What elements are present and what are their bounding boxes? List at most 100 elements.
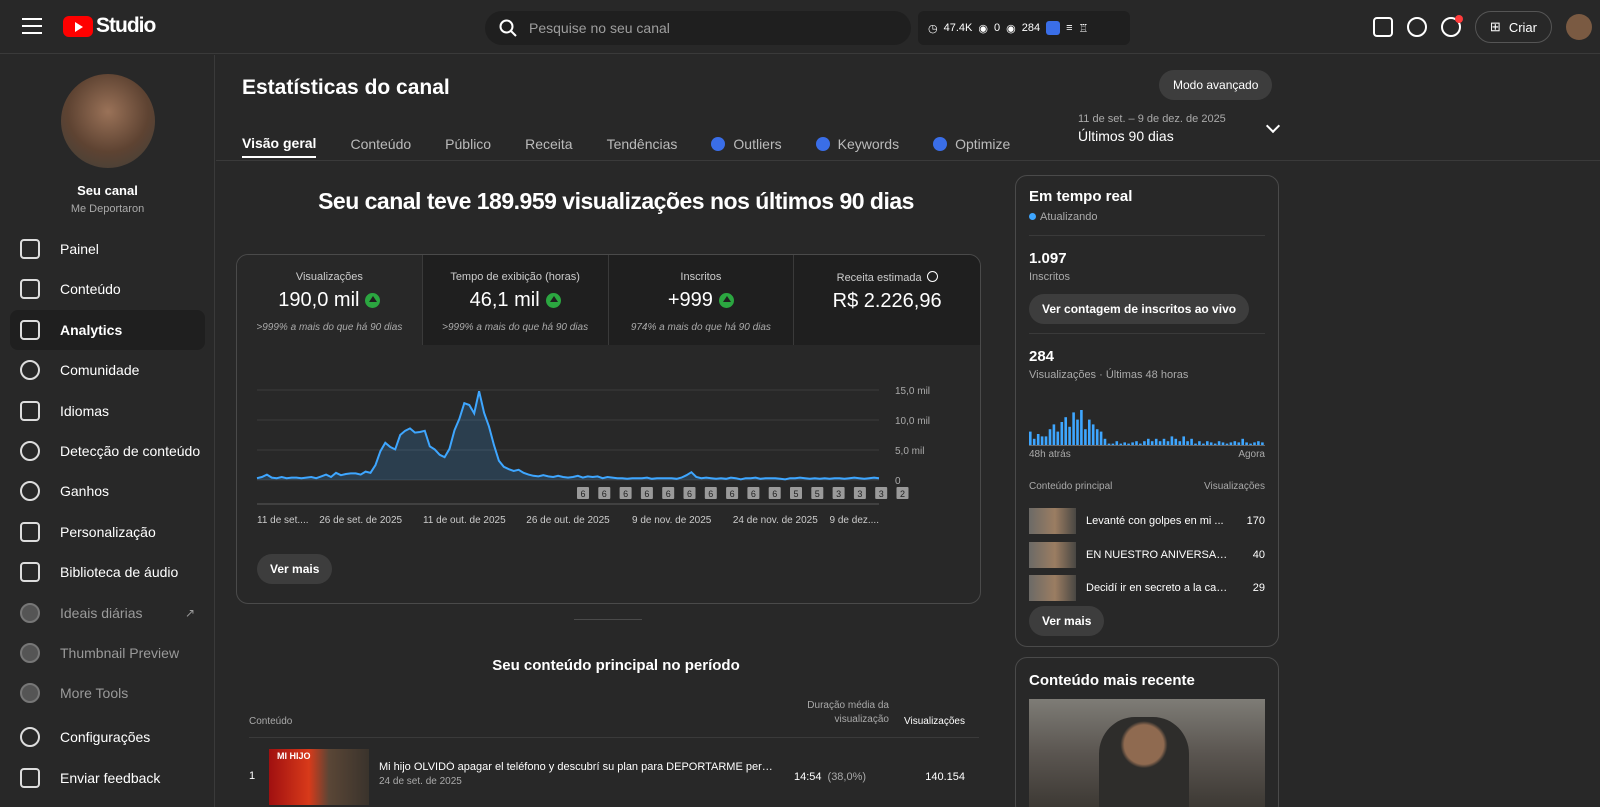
metric-label: Inscritos: [680, 271, 722, 283]
metric-views[interactable]: Visualizações 190,0 mil >999% a mais do …: [237, 255, 423, 345]
tab-tendencias[interactable]: Tendências: [606, 136, 678, 152]
axis-start-label: 48h atrás: [1029, 449, 1071, 460]
sidebar-item-thumbnail-preview[interactable]: Thumbnail Preview: [10, 633, 205, 673]
tab-receita[interactable]: Receita: [525, 136, 573, 152]
comments-icon[interactable]: [1372, 17, 1393, 37]
sidebar-item-label: Thumbnail Preview: [60, 644, 180, 661]
sidebar-item-label: Conteúdo: [60, 281, 121, 298]
account-avatar[interactable]: [1566, 14, 1592, 40]
live-dot-icon: [1029, 213, 1036, 220]
arrow-up-icon: [545, 293, 561, 308]
feedback-icon: [20, 767, 40, 788]
video-marker-count: 2: [900, 489, 905, 499]
notifications-icon[interactable]: [1440, 15, 1463, 37]
date-preset: Últimos 90 dias: [1078, 128, 1174, 144]
sidebar-item-ideias[interactable]: Ideais diárias ↗: [10, 593, 205, 633]
video-marker: [577, 487, 589, 499]
sidebar-item-idiomas[interactable]: Idiomas: [10, 391, 205, 431]
trophy-icon[interactable]: ♖: [1078, 22, 1089, 35]
video-thumbnail[interactable]: MI HIJO: [269, 749, 369, 805]
ext-views-a: 0: [993, 22, 1001, 34]
eye-icon: ◉: [1006, 22, 1016, 35]
recent-video-thumbnail[interactable]: [1029, 699, 1265, 807]
date-range-picker[interactable]: 11 de set. – 9 de dez. de 2025 Últimos 9…: [1078, 113, 1288, 144]
advanced-mode-button[interactable]: Modo avançado: [1159, 70, 1273, 100]
sidebar-item-ganhos[interactable]: Ganhos: [10, 471, 205, 511]
realtime-bar: [1147, 438, 1150, 446]
realtime-bar: [1072, 412, 1075, 446]
list-icon[interactable]: ≡: [1066, 22, 1073, 34]
video-marker-count: 6: [730, 489, 735, 499]
dashboard-icon: [20, 239, 40, 259]
vidiq-icon[interactable]: [1046, 21, 1061, 35]
video-plus-icon: ⊞: [1489, 19, 1501, 34]
realtime-bar: [1068, 426, 1071, 446]
metric-revenue[interactable]: Receita estimada R$ 2.226,96: [794, 255, 980, 345]
create-button[interactable]: ⊞ Criar: [1474, 11, 1552, 43]
see-more-button[interactable]: Ver mais: [257, 554, 333, 584]
list-item[interactable]: Levanté con golpes en mi ... 170: [1029, 508, 1265, 534]
realtime-subs-label: Inscritos: [1029, 271, 1070, 283]
sidebar-item-deteccao[interactable]: Detecção de conteúdo: [10, 431, 205, 471]
tab-keywords[interactable]: Keywords: [815, 130, 899, 158]
sidebar-item-conteudo[interactable]: Conteúdo: [10, 269, 205, 309]
metric-subscribers[interactable]: Inscritos +999 974% a mais do que há 90 …: [608, 255, 795, 345]
table-row[interactable]: 1 MI HIJO Mi hijo OLVIDÓ apagar el teléf…: [249, 743, 979, 805]
realtime-bar: [1150, 441, 1154, 446]
help-icon[interactable]: [1406, 17, 1427, 37]
sidebar-item-comunidade[interactable]: Comunidade: [10, 350, 205, 390]
search-input[interactable]: [529, 20, 869, 36]
studio-logo[interactable]: Studio: [63, 14, 156, 38]
tab-publico[interactable]: Público: [445, 136, 492, 152]
tab-visao-geral[interactable]: Visão geral: [242, 130, 317, 158]
metric-watch-time[interactable]: Tempo de exibição (horas) 46,1 mil >999%…: [422, 255, 609, 345]
search-bar[interactable]: [485, 11, 911, 45]
views-chart[interactable]: 15,0 mil 10,0 mil 5,0 mil 0 6 6 6 6 6 6 6 6 6 6 5 5 3 3 3 2…: [237, 345, 981, 545]
sidebar-item-feedback[interactable]: Enviar feedback: [10, 758, 205, 798]
realtime-bar: [1084, 429, 1087, 446]
sidebar-item-biblioteca[interactable]: Biblioteca de áudio: [10, 552, 205, 592]
list-item[interactable]: EN NUESTRO ANIVERSARIO... 40: [1029, 542, 1265, 568]
extension-stats-bar[interactable]: ◷ 47.4K ◉ 0 ◉ 284 ≡ ♖: [918, 11, 1130, 45]
video-marker-count: 6: [580, 489, 585, 499]
tab-optimize[interactable]: Optimize: [933, 130, 1010, 158]
thumbnail-person: [1099, 717, 1189, 807]
metric-label: Receita estimada: [836, 272, 922, 284]
realtime-status-label: Atualizando: [1040, 211, 1098, 223]
realtime-bar: [1095, 429, 1099, 446]
metric-value: R$ 2.226,96: [832, 290, 942, 312]
live-subs-button[interactable]: Ver contagem de inscritos ao vivo: [1029, 294, 1250, 324]
menu-icon[interactable]: [22, 18, 42, 34]
video-title: EN NUESTRO ANIVERSARIO...: [1086, 549, 1228, 561]
video-title[interactable]: Mi hijo OLVIDÓ apagar el teléfono y desc…: [379, 761, 774, 773]
sidebar-item-label: Painel: [60, 241, 99, 257]
realtime-bar-chart[interactable]: [1029, 410, 1265, 446]
video-marker: [853, 487, 866, 499]
sidebar-item-configuracoes[interactable]: Configurações: [10, 717, 205, 757]
y-tick-label: 15,0 mil: [895, 386, 930, 397]
channel-avatar[interactable]: [61, 74, 155, 168]
sidebar-item-painel[interactable]: Painel: [10, 229, 205, 269]
see-more-button[interactable]: Ver mais: [1029, 606, 1105, 636]
col-avg-duration[interactable]: Duração média da visualização: [807, 700, 889, 725]
video-marker: [768, 487, 781, 499]
sidebar-item-label: Ideais diárias: [60, 604, 143, 621]
video-marker: [832, 487, 845, 499]
sidebar-item-personalizacao[interactable]: Personalização: [10, 512, 205, 552]
realtime-status: Atualizando: [1029, 211, 1098, 223]
list-item[interactable]: Decidí ir en secreto a la cas... 29: [1029, 575, 1265, 601]
realtime-bar: [1249, 443, 1252, 446]
realtime-bar: [1166, 441, 1170, 446]
sidebar-item-more-tools[interactable]: More Tools: [10, 673, 205, 713]
video-marker: [662, 487, 675, 499]
tab-conteudo[interactable]: Conteúdo: [350, 136, 412, 152]
sidebar-item-analytics[interactable]: Analytics: [10, 309, 205, 350]
metric-compare: >999% a mais do que há 90 dias: [256, 322, 403, 333]
vidiq-icon: [20, 683, 40, 704]
realtime-bar: [1060, 422, 1064, 446]
realtime-bar: [1040, 436, 1044, 446]
realtime-bar: [1115, 441, 1119, 446]
realtime-bar: [1194, 443, 1197, 446]
tab-outliers[interactable]: Outliers: [711, 130, 782, 158]
col-views[interactable]: Visualizações: [904, 716, 965, 727]
